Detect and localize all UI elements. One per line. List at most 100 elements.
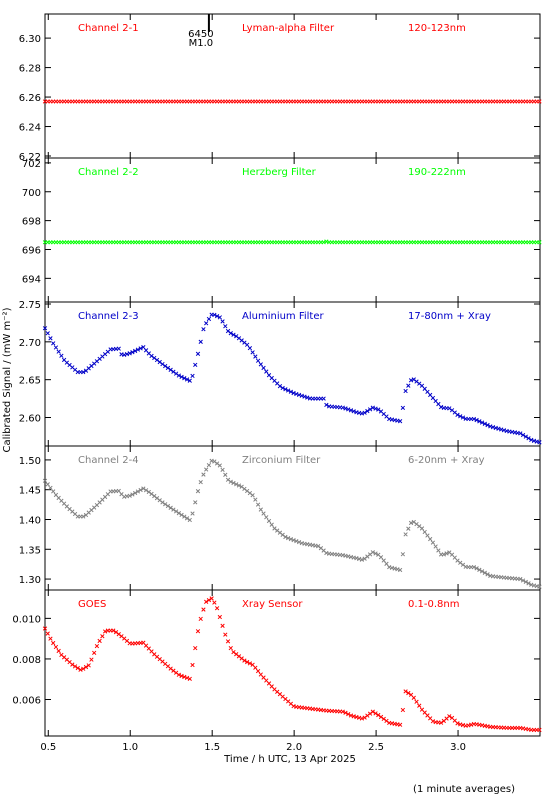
data-point-ch23-162 xyxy=(485,422,490,428)
data-point-goes-51 xyxy=(182,674,187,680)
y-tick-label-ch22-3: 700 xyxy=(22,188,41,199)
panel-goes: 0.006 0.008 0.010 GOES Xray Sensor 0.1-0.8nm xyxy=(12,589,542,737)
y-tick-label-ch22-0: 694 xyxy=(22,274,41,285)
data-point-ch24-181 xyxy=(537,584,542,589)
data-point-goes-52 xyxy=(184,675,190,681)
data-point-goes-3 xyxy=(51,640,56,646)
data-point-ch23-62 xyxy=(212,312,217,318)
flare-marker: 6450 M1.0 xyxy=(188,14,214,49)
data-point-ch23-93 xyxy=(296,392,302,398)
data-point-ch24-48 xyxy=(173,509,179,514)
x-tick-label-2: 1.5 xyxy=(204,742,220,753)
data-point-goes-65 xyxy=(220,623,225,628)
data-point-goes-109 xyxy=(340,709,345,714)
data-point-goes-60 xyxy=(206,597,212,603)
data-point-goes-67 xyxy=(225,639,231,644)
panel-channel-label-ch24: Channel 2-4 xyxy=(78,455,139,466)
data-point-ch24-1 xyxy=(45,482,50,487)
data-point-goes-49 xyxy=(176,672,182,677)
data-point-goes-137 xyxy=(417,703,422,708)
series-ch21 xyxy=(42,99,542,104)
data-point-ch24-162 xyxy=(485,572,490,577)
data-point-ch24-66 xyxy=(223,472,228,477)
data-point-ch23-51 xyxy=(182,376,187,381)
data-point-ch23-102 xyxy=(321,396,326,401)
data-point-ch24-43 xyxy=(160,500,165,505)
data-point-ch24-142 xyxy=(430,540,436,545)
data-point-goes-130 xyxy=(397,722,403,727)
data-point-ch24-157 xyxy=(471,564,477,570)
data-point-ch24-53 xyxy=(187,517,192,523)
data-point-ch24-131 xyxy=(400,552,406,557)
data-point-ch24-140 xyxy=(425,533,430,538)
data-point-ch23-46 xyxy=(168,367,173,372)
data-point-goes-21 xyxy=(100,634,105,639)
data-point-ch23-43 xyxy=(160,361,165,367)
data-point-goes-11 xyxy=(72,664,78,669)
data-point-ch23-64 xyxy=(217,315,222,320)
panel-filter-label-goes: Xray Sensor xyxy=(242,599,303,610)
data-point-ch24-62 xyxy=(212,459,217,464)
data-point-ch23-65 xyxy=(220,319,225,324)
data-point-ch23-96 xyxy=(305,395,310,400)
data-point-ch23-69 xyxy=(231,332,236,337)
data-point-ch23-118 xyxy=(365,408,370,414)
data-point-ch23-112 xyxy=(348,408,354,413)
data-point-goes-15 xyxy=(83,664,89,670)
panel-ch23: 2.60 2.65 2.70 2.75 Channel 2-3 Aluminium Fil… xyxy=(19,300,542,447)
data-point-ch23-34 xyxy=(135,347,141,352)
panel-ch24: 1.30 1.35 1.40 1.45 1.50 Channel 2-4 Zirconium… xyxy=(19,445,542,591)
data-point-goes-50 xyxy=(179,673,184,679)
data-point-ch23-27 xyxy=(116,346,121,351)
data-point-ch23-131 xyxy=(400,405,406,410)
data-point-ch24-45 xyxy=(165,503,171,509)
data-point-ch23-48 xyxy=(173,371,179,376)
data-point-ch23-110 xyxy=(343,406,348,411)
data-point-ch23-35 xyxy=(138,346,143,351)
data-point-goes-14 xyxy=(81,666,86,671)
data-point-ch23-161 xyxy=(482,421,487,426)
data-point-goes-57 xyxy=(198,616,203,622)
data-point-ch23-2 xyxy=(48,336,53,341)
data-point-goes-116 xyxy=(359,716,365,721)
data-point-ch24-125 xyxy=(384,561,389,566)
data-point-ch23-75 xyxy=(247,345,253,351)
panel-frame-goes xyxy=(44,589,541,737)
y-tick-label-goes-2: 0.010 xyxy=(12,614,41,625)
data-point-ch23-158 xyxy=(474,417,479,423)
data-point-ch23-57 xyxy=(198,339,203,344)
data-point-ch24-77 xyxy=(253,497,258,502)
data-point-ch23-160 xyxy=(479,420,485,425)
data-point-ch24-38 xyxy=(146,489,151,495)
y-tick-label-ch24-4: 1.50 xyxy=(19,456,41,467)
data-point-ch21-181 xyxy=(537,99,542,104)
data-point-ch24-33 xyxy=(132,490,138,496)
data-point-ch23-31 xyxy=(127,351,132,356)
data-point-goes-61 xyxy=(209,596,214,601)
data-point-goes-19 xyxy=(94,643,100,649)
data-point-ch24-37 xyxy=(143,488,149,493)
data-point-ch24-144 xyxy=(436,548,441,553)
data-point-goes-123 xyxy=(378,714,384,720)
y-tick-label-ch24-2: 1.40 xyxy=(19,515,41,526)
data-point-ch23-121 xyxy=(373,406,378,411)
y-tick-label-ch22-1: 696 xyxy=(22,245,41,256)
data-point-ch23-174 xyxy=(518,431,523,436)
y-tick-label-ch24-3: 1.45 xyxy=(19,486,41,497)
flare-marker-label-1: M1.0 xyxy=(189,38,214,49)
panel-ch21: 6.22 6.24 6.26 6.28 6.30 Channel 2-1 Lyman-alp… xyxy=(19,13,542,163)
data-point-ch23-92 xyxy=(294,391,299,397)
data-point-ch24-91 xyxy=(291,537,296,543)
data-point-ch23-60 xyxy=(206,316,212,322)
data-point-ch23-63 xyxy=(214,313,220,319)
data-point-goes-62 xyxy=(212,600,217,605)
data-point-ch23-87 xyxy=(280,385,285,391)
data-point-ch23-66 xyxy=(223,324,228,329)
data-point-ch24-159 xyxy=(477,567,482,572)
x-tick-label-0: 0.5 xyxy=(40,742,56,753)
y-tick-label-ch24-1: 1.35 xyxy=(19,545,41,556)
data-point-ch23-103 xyxy=(324,402,329,408)
panel-band-label-ch23: 17-80nm + Xray xyxy=(408,311,491,322)
y-tick-label-ch23-2: 2.70 xyxy=(19,338,41,349)
data-point-ch24-139 xyxy=(422,529,427,535)
